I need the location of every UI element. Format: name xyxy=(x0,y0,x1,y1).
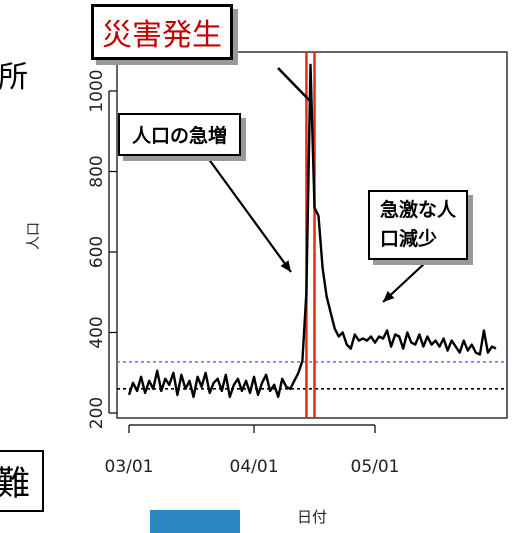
disaster-callout: 災害発生 xyxy=(91,4,233,60)
y-tick-label-200: 200 xyxy=(87,397,107,429)
population-surge-callout-text: 人口の急増 xyxy=(132,125,228,147)
x-axis-title: 日付 xyxy=(297,508,327,526)
x-tick-label-03-01: 03/01 xyxy=(105,457,154,477)
x-tick-label-05-01: 05/01 xyxy=(351,457,400,477)
y-tick-label-1000: 1000 xyxy=(87,69,107,112)
blue-block xyxy=(150,510,240,533)
y-tick-label-400: 400 xyxy=(87,316,107,348)
cropped-box-bottom-left xyxy=(0,450,44,512)
cropped-text-bottom-left: 難 xyxy=(0,464,30,504)
y-tick-label-600: 600 xyxy=(87,236,107,268)
population-series-line xyxy=(127,63,497,399)
plot-frame xyxy=(116,51,508,419)
surge-arrow-shaft xyxy=(207,157,292,273)
x-tick-label-04-01: 04/01 xyxy=(230,457,279,477)
population-drop-callout-line1: 急激な人 xyxy=(380,199,457,221)
surge-arrow-head xyxy=(280,260,291,272)
disaster-callout-text: 災害発生 xyxy=(102,18,222,53)
population-drop-callout: 急激な人 口減少 xyxy=(368,190,469,260)
y-axis-title: 人口 xyxy=(26,222,42,250)
drop-arrow-head xyxy=(383,290,395,302)
population-drop-callout-line2: 口減少 xyxy=(380,228,438,250)
cropped-text-top-left: 所 xyxy=(0,60,28,95)
y-tick-label-800: 800 xyxy=(87,155,107,187)
disaster-pointer-line xyxy=(277,67,313,104)
population-surge-callout: 人口の急増 xyxy=(118,113,242,156)
